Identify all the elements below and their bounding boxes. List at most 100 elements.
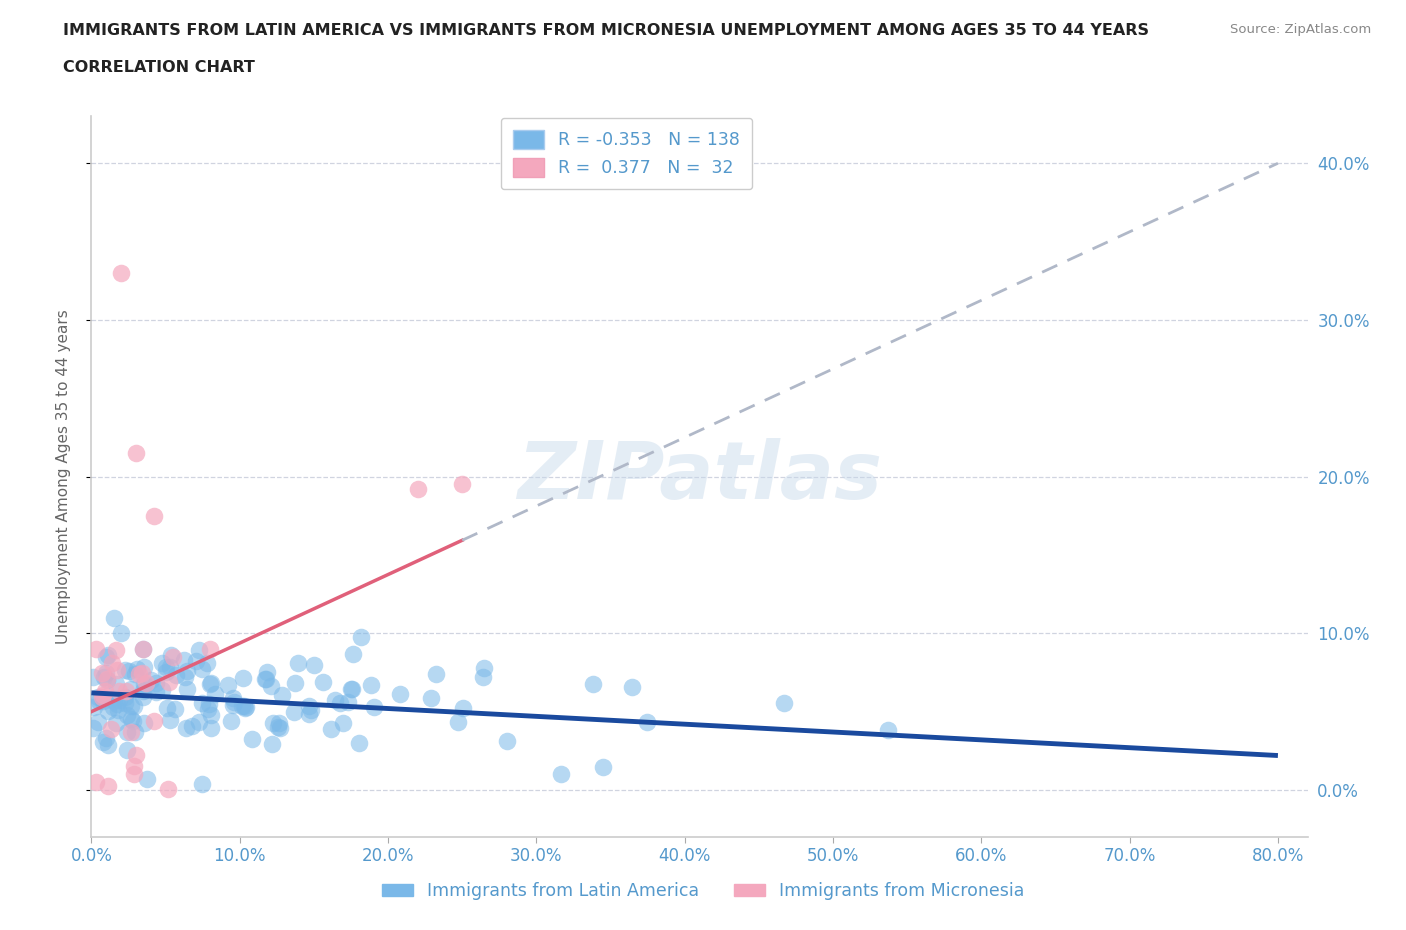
Point <box>347 736 370 751</box>
Point <box>221 713 243 728</box>
Point <box>141 672 163 687</box>
Point <box>204 686 226 701</box>
Point <box>132 642 155 657</box>
Point <box>222 695 245 710</box>
Point <box>162 649 184 664</box>
Point <box>636 714 658 729</box>
Point <box>132 642 155 657</box>
Point <box>120 711 142 726</box>
Point <box>269 715 291 730</box>
Point <box>159 660 181 675</box>
Point <box>472 660 495 675</box>
Point <box>128 667 150 682</box>
Point <box>115 724 138 739</box>
Point <box>621 680 644 695</box>
Point <box>260 737 283 751</box>
Point <box>298 698 321 713</box>
Point <box>100 722 122 737</box>
Point <box>550 766 572 781</box>
Point <box>105 715 128 730</box>
Point <box>200 721 222 736</box>
Point <box>132 689 155 704</box>
Point <box>125 662 148 677</box>
Point <box>319 722 342 737</box>
Point <box>406 482 429 497</box>
Point <box>84 775 107 790</box>
Point <box>191 777 214 791</box>
Point <box>96 649 118 664</box>
Point <box>105 676 128 691</box>
Legend: Immigrants from Latin America, Immigrants from Micronesia: Immigrants from Latin America, Immigrant… <box>375 875 1031 908</box>
Legend: R = -0.353   N = 138, R =  0.377   N =  32: R = -0.353 N = 138, R = 0.377 N = 32 <box>501 118 752 190</box>
Point <box>100 656 122 671</box>
Point <box>495 734 517 749</box>
Point <box>125 445 148 460</box>
Point <box>388 687 411 702</box>
Point <box>217 678 239 693</box>
Point <box>198 642 221 657</box>
Point <box>323 693 346 708</box>
Point <box>110 626 132 641</box>
Point <box>165 701 187 716</box>
Point <box>176 682 198 697</box>
Point <box>157 674 180 689</box>
Point <box>425 667 447 682</box>
Point <box>142 509 165 524</box>
Point <box>222 691 245 706</box>
Point <box>117 663 139 678</box>
Point <box>96 730 118 745</box>
Point <box>232 698 254 713</box>
Point <box>135 675 157 690</box>
Point <box>122 699 145 714</box>
Y-axis label: Unemployment Among Ages 35 to 44 years: Unemployment Among Ages 35 to 44 years <box>56 310 70 644</box>
Point <box>91 693 114 708</box>
Point <box>336 695 359 710</box>
Point <box>145 676 167 691</box>
Point <box>94 684 117 698</box>
Point <box>94 666 117 681</box>
Point <box>363 700 385 715</box>
Point <box>195 656 218 671</box>
Point <box>260 678 283 693</box>
Text: Source: ZipAtlas.com: Source: ZipAtlas.com <box>1230 23 1371 36</box>
Point <box>120 682 142 697</box>
Point <box>86 642 108 657</box>
Point <box>329 696 352 711</box>
Point <box>115 684 138 698</box>
Point <box>90 689 112 704</box>
Point <box>97 737 120 752</box>
Point <box>472 670 495 684</box>
Point <box>312 674 335 689</box>
Point <box>253 671 276 686</box>
Point <box>131 684 153 698</box>
Point <box>97 703 120 718</box>
Point <box>302 658 325 672</box>
Point <box>582 676 605 691</box>
Point <box>298 707 321 722</box>
Point <box>155 660 177 675</box>
Point <box>124 724 146 739</box>
Point <box>173 670 195 684</box>
Point <box>83 699 105 714</box>
Point <box>87 693 110 708</box>
Point <box>232 671 254 685</box>
Point <box>190 662 212 677</box>
Point <box>267 719 290 734</box>
Point <box>155 665 177 680</box>
Point <box>197 697 219 711</box>
Point <box>97 778 120 793</box>
Point <box>240 732 263 747</box>
Point <box>186 654 208 669</box>
Point <box>101 700 124 715</box>
Point <box>131 666 153 681</box>
Point <box>105 697 128 711</box>
Text: IMMIGRANTS FROM LATIN AMERICA VS IMMIGRANTS FROM MICRONESIA UNEMPLOYMENT AMONG A: IMMIGRANTS FROM LATIN AMERICA VS IMMIGRA… <box>63 23 1149 38</box>
Point <box>91 735 114 750</box>
Point <box>451 700 474 715</box>
Point <box>350 630 373 644</box>
Point <box>340 682 363 697</box>
Point <box>86 689 108 704</box>
Point <box>198 676 221 691</box>
Point <box>120 725 142 740</box>
Point <box>271 688 294 703</box>
